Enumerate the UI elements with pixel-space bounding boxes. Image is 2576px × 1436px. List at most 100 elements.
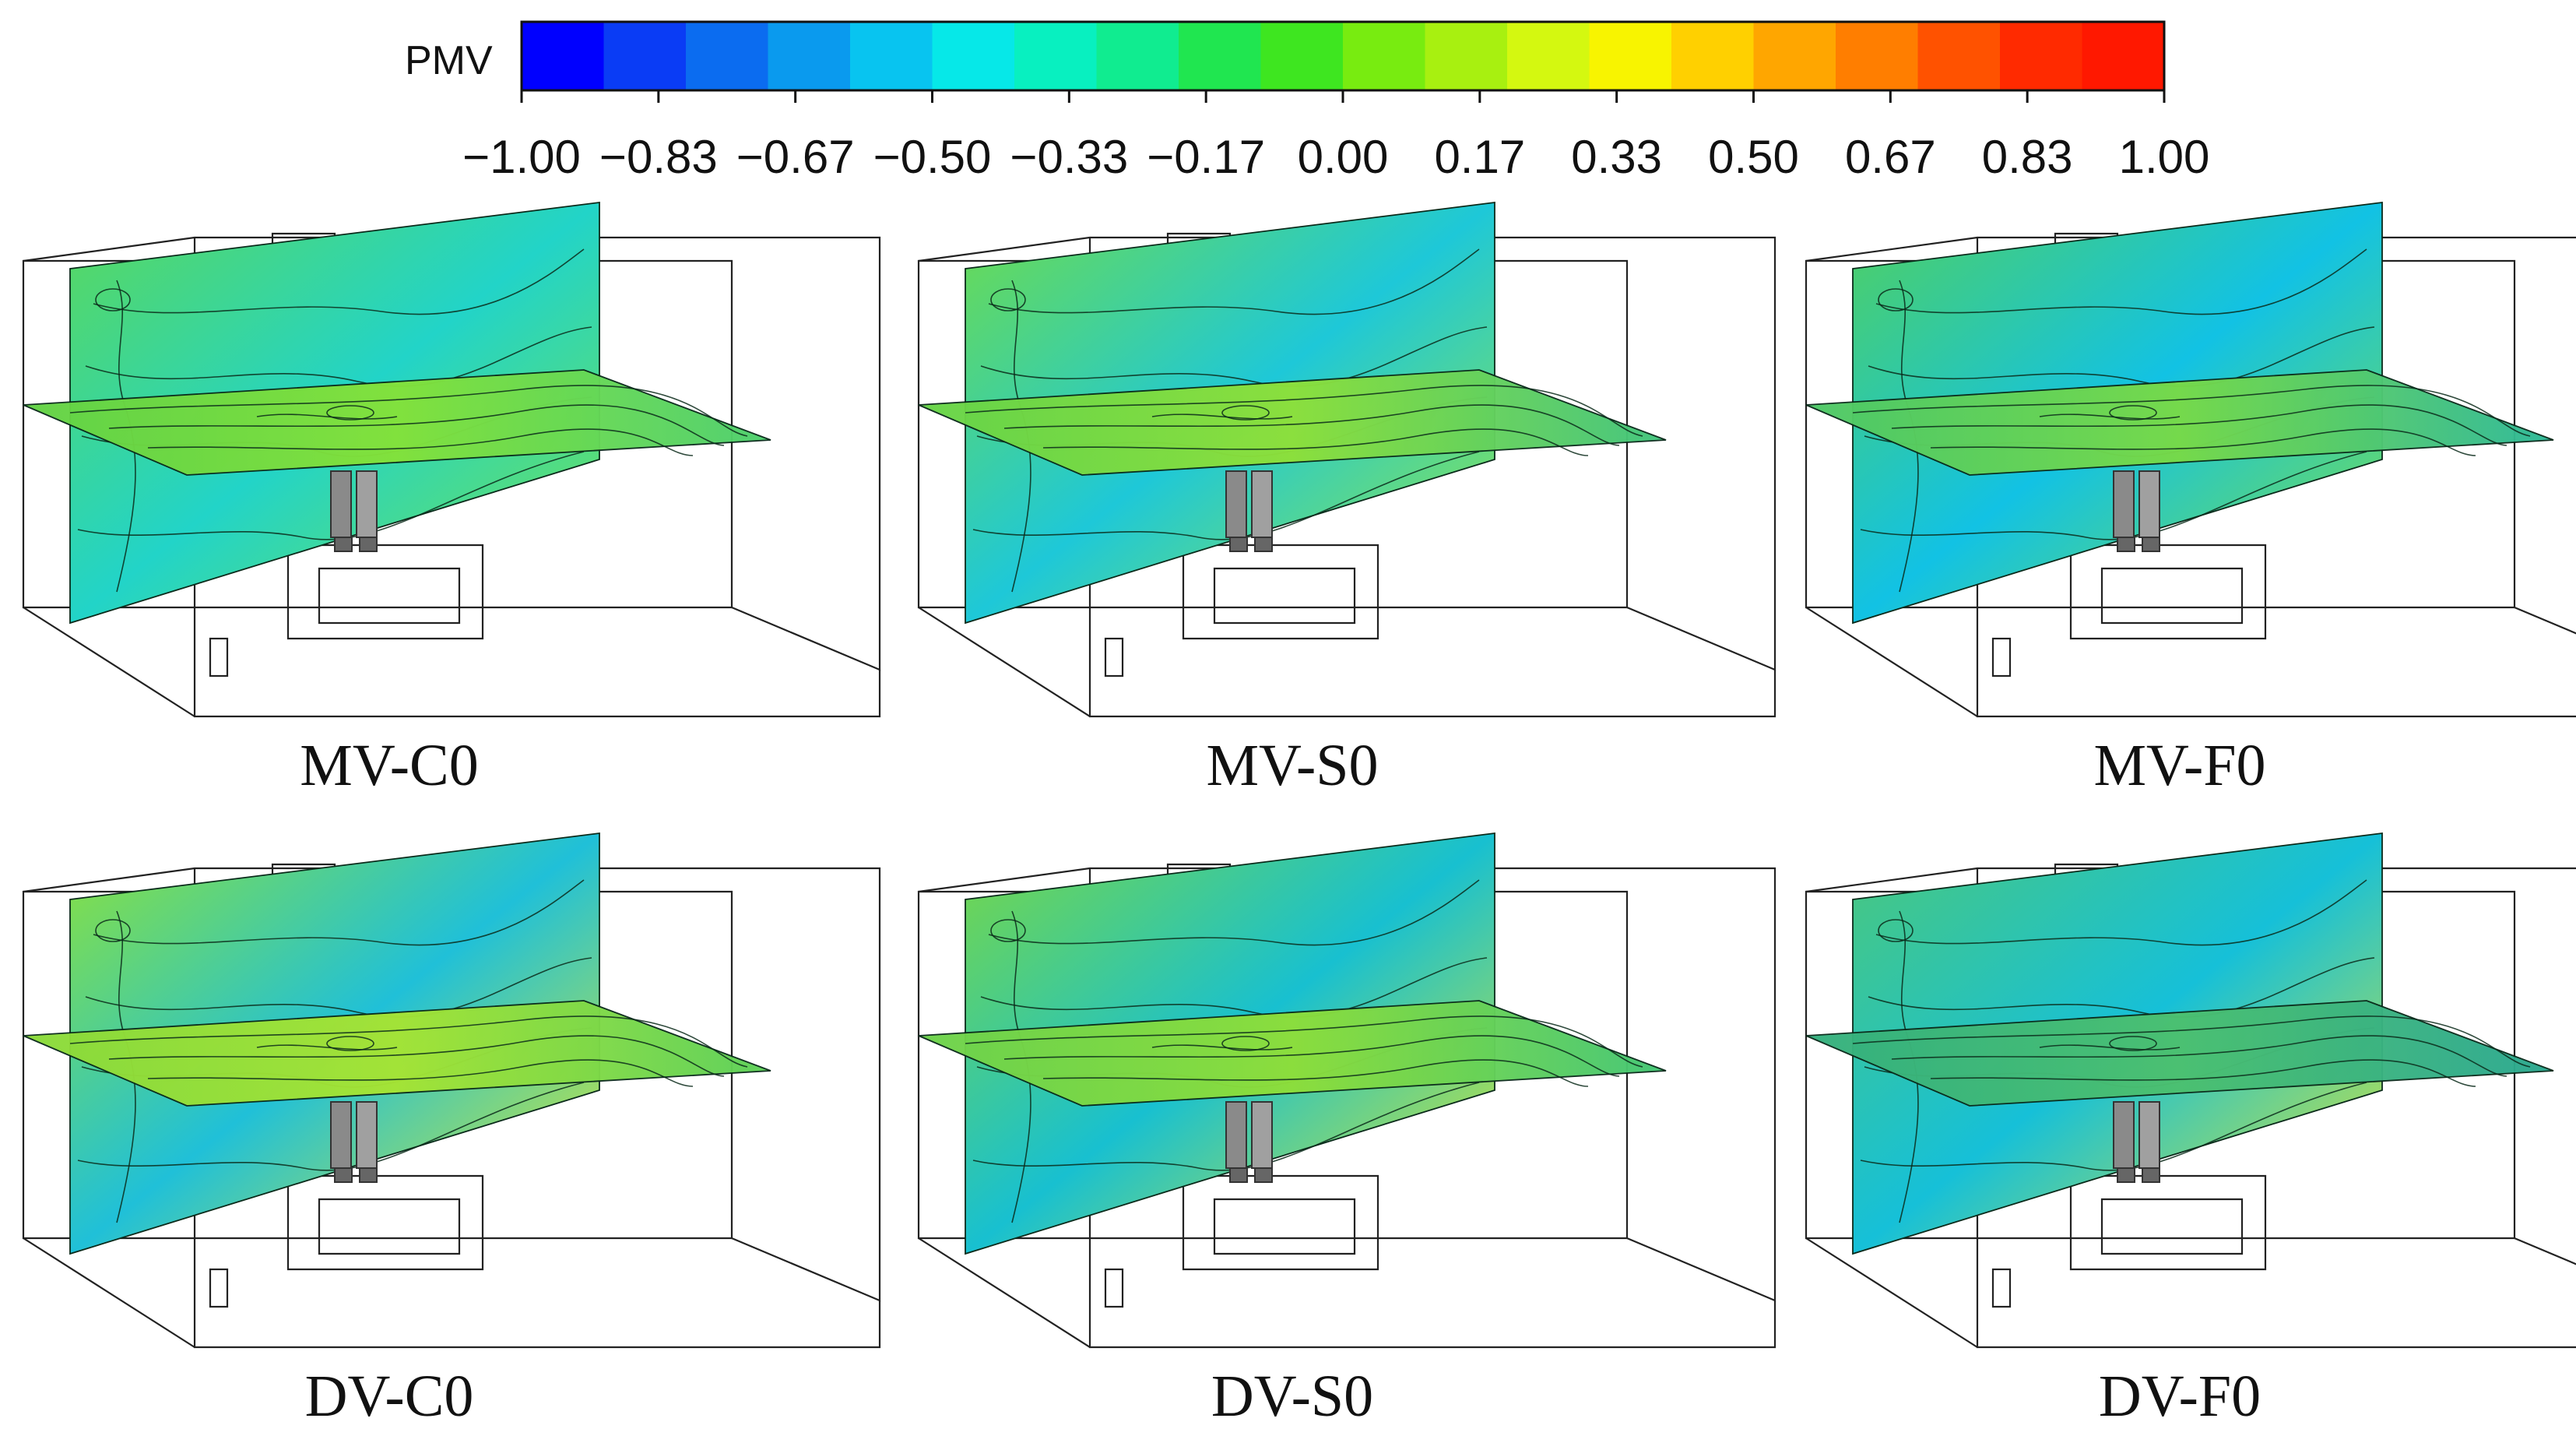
exhaust-grille [1991, 637, 2012, 678]
panel-caption: MV-C0 [300, 733, 478, 798]
panel-caption: DV-C0 [305, 1364, 474, 1429]
wall-contour-line [77, 451, 585, 540]
occupant-model [1225, 470, 1273, 552]
panel-caption: DV-F0 [2099, 1364, 2261, 1429]
occupant-model [330, 470, 378, 552]
colorbar-tick-label: −0.50 [873, 131, 992, 183]
wall-contour-line [93, 248, 585, 315]
floor-contour-line [1151, 1044, 1293, 1051]
wall-contour-vortex [1878, 919, 1914, 942]
floor-contour-vortex [2109, 1036, 2157, 1051]
floor-contour-line [256, 1044, 398, 1051]
floor-contour-line [1003, 1035, 1620, 1077]
room-side-edge [918, 236, 1776, 671]
exhaust-grille [209, 637, 229, 678]
colorbar-tick-label: 0.33 [1571, 131, 1662, 183]
colorbar-swatch [1343, 22, 1426, 90]
wall-contour-line [77, 1082, 585, 1171]
floor-contour-line [1003, 404, 1620, 446]
colorbar-tick-label: 1.00 [2119, 131, 2210, 183]
wall-contour-line [1860, 1082, 2367, 1171]
wall-contour-line [980, 957, 1488, 1018]
simulation-panels: MV-C0 MV-S0 MV-F0 DV-C0 DV-S0 DV-F0 [22, 201, 2576, 1429]
colorbar-swatch [1014, 22, 1098, 90]
colorbar-swatch [850, 22, 933, 90]
wall-contour-line [988, 879, 1480, 946]
panel-caption: MV-S0 [1206, 733, 1378, 798]
room-side-edge [918, 867, 1776, 1302]
colorbar-tick-label: −0.67 [736, 131, 855, 183]
floor-outline [2069, 544, 2267, 640]
floor-contour-line [965, 385, 1643, 437]
wall-contour-line [988, 248, 1480, 315]
exhaust-grille [1104, 637, 1124, 678]
wall-contour-line [1875, 879, 2367, 946]
wall-contour-line [85, 957, 592, 1018]
floor-outline [286, 544, 484, 640]
wall-contour-vortex [95, 919, 131, 942]
colorbar-swatches [522, 22, 2165, 90]
wall-contour-line [85, 326, 592, 387]
colorbar-swatch [603, 22, 687, 90]
occupant-model [2113, 470, 2160, 552]
occupant-model [2113, 1101, 2160, 1183]
wall-contour-vortex [990, 288, 1026, 311]
simulation-panel [1805, 832, 2576, 1349]
wall-contour-line [972, 1082, 1480, 1171]
colorbar-title: PMV [405, 38, 493, 83]
horizontal-pmv-slice [23, 1000, 771, 1107]
floor-contour-line [1891, 1035, 2507, 1077]
floor-contour-line [108, 404, 725, 446]
floor-contour-line [2039, 414, 2181, 420]
colorbar-tick-label: 0.00 [1298, 131, 1389, 183]
simulation-panel [22, 201, 881, 718]
colorbar-ticks: −1.00 −0.83 −0.67 −0.50 −0.33 −0.17 0.00 0.17 0.… [462, 90, 2209, 183]
floor-contour-line [1042, 1059, 1589, 1087]
colorbar-swatch [1425, 22, 1508, 90]
room-side-edge [1805, 236, 2576, 635]
room-side-edge [1805, 867, 2576, 1265]
wall-contour-line [980, 326, 1488, 387]
colorbar-swatch [1917, 22, 2001, 90]
floor-contour-line [1852, 385, 2531, 437]
colorbar-tick-label: −0.33 [1010, 131, 1128, 183]
floor-contour-vortex [326, 1036, 374, 1051]
floor-outline [1182, 544, 1379, 640]
wall-contour-line [1875, 248, 2367, 315]
colorbar-tick-label: −1.00 [462, 131, 581, 183]
wall-contour-line [1860, 451, 2367, 540]
horizontal-pmv-slice [1805, 369, 2554, 476]
floor-contour-vortex [2109, 405, 2157, 421]
floor-contour-vortex [326, 405, 374, 421]
wall-contour-vortex [1878, 288, 1914, 311]
floor-contour-line [1042, 428, 1589, 456]
colorbar-swatch [2082, 22, 2165, 90]
colorbar-swatch [1671, 22, 1755, 90]
floor-contour-vortex [1221, 405, 1270, 421]
floor-outline [286, 1174, 484, 1271]
pmv-colorbar: PMV −1.00 −0.83 −0.67 −0.50 −0.33 −0.17 0.00 0.… [405, 20, 2209, 183]
floor-contour-line [69, 385, 748, 437]
simulation-panel [1805, 201, 2576, 718]
colorbar-tick-label: 0.17 [1434, 131, 1525, 183]
wall-contour-line [1868, 957, 2375, 1018]
floor-contour-line [965, 1015, 1643, 1068]
floor-contour-line [147, 1059, 694, 1087]
simulation-panel [917, 832, 1776, 1349]
floor-contour-line [256, 414, 398, 420]
simulation-panel [22, 832, 881, 1349]
panel-caption: DV-S0 [1211, 1364, 1373, 1429]
occupant-model [1225, 1101, 1273, 1183]
floor-contour-line [1930, 1059, 2476, 1087]
panel-caption: MV-F0 [2093, 733, 2265, 798]
colorbar-tick-label: −0.17 [1147, 131, 1265, 183]
floor-outline [1182, 1174, 1379, 1271]
colorbar-swatch [522, 22, 605, 90]
exhaust-grille [1104, 1268, 1124, 1308]
floor-contour-line [1930, 428, 2476, 456]
horizontal-pmv-slice [918, 1000, 1667, 1107]
colorbar-swatch [1836, 22, 1919, 90]
colorbar-tick-label: −0.83 [599, 131, 718, 183]
room-side-edge [23, 236, 881, 671]
